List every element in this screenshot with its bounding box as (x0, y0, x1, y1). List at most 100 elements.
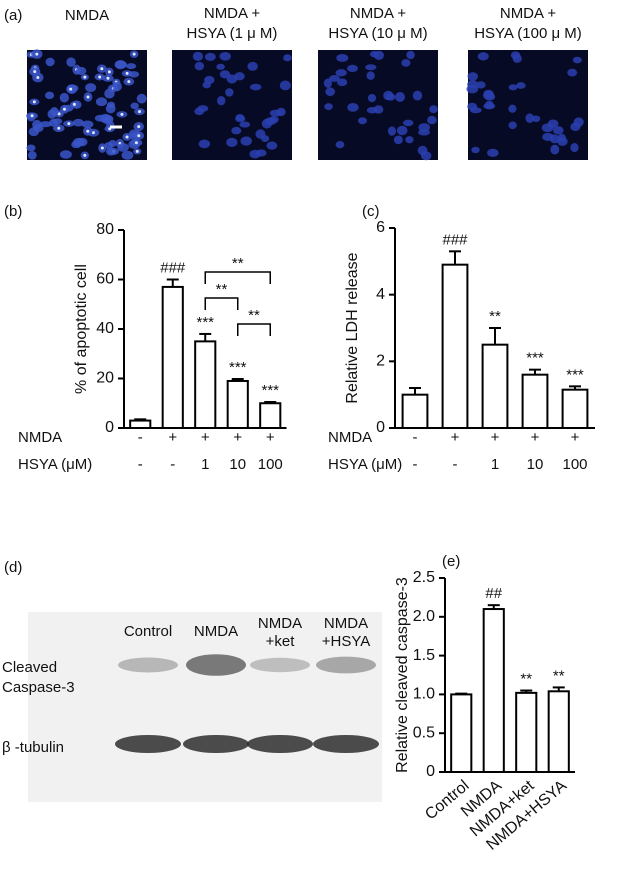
condition-value: + (491, 429, 500, 446)
condition-value: 1 (201, 456, 209, 473)
lane-label: +ket (266, 633, 296, 650)
nucleus (346, 64, 359, 73)
nucleus (412, 90, 423, 101)
condition-value: + (233, 429, 242, 446)
nucleus (395, 91, 405, 102)
error-bar (529, 368, 541, 375)
condensed-nucleus (72, 102, 76, 106)
nucleus (126, 63, 137, 70)
y-tick-label: 40 (96, 320, 114, 337)
nucleus (429, 105, 438, 114)
condensed-nucleus (106, 76, 110, 80)
nucleus (121, 150, 134, 160)
nucleus (337, 78, 348, 87)
condensed-nucleus (69, 87, 73, 91)
nucleus (325, 87, 336, 96)
condensed-nucleus (57, 112, 61, 116)
panel-label: (c) (362, 203, 380, 220)
nucleus (261, 118, 273, 129)
nucleus (477, 52, 489, 61)
condensed-nucleus (132, 52, 136, 56)
condensed-nucleus (30, 114, 34, 118)
significance-label: *** (526, 350, 544, 367)
y-tick-label: 0.5 (413, 724, 435, 741)
nucleus (406, 50, 415, 60)
bracket-label: ** (248, 307, 260, 324)
nucleus (567, 68, 578, 77)
bar (481, 343, 509, 429)
nucleus (357, 117, 367, 125)
condition-value: + (201, 429, 210, 446)
nucleus (130, 102, 139, 110)
nucleus (550, 144, 560, 155)
y-tick-label: 2.5 (413, 569, 435, 586)
bar (521, 373, 549, 429)
nucleus (105, 103, 116, 114)
band (316, 656, 376, 674)
y-tick-label: 6 (376, 219, 385, 236)
y-tick-label: 0 (376, 419, 385, 436)
nucleus (81, 120, 94, 129)
y-tick-label: 1.5 (413, 647, 435, 664)
y-tick-label: 0 (426, 763, 435, 780)
condensed-nucleus (137, 125, 141, 129)
nucleus (112, 81, 122, 92)
nucleus (192, 51, 204, 62)
nucleus (401, 59, 411, 67)
condensed-nucleus (135, 149, 139, 153)
nucleus (33, 124, 44, 132)
bar (226, 379, 249, 430)
band (250, 657, 310, 673)
nucleus (72, 118, 84, 127)
condition-value: - (138, 456, 143, 473)
band (118, 657, 178, 673)
image-caption: NMDA + (500, 5, 557, 22)
significance-label: ### (160, 259, 186, 276)
nucleus (485, 100, 494, 109)
condition-value: + (451, 429, 460, 446)
nucleus (383, 90, 394, 101)
bracket (204, 297, 239, 310)
blot (28, 612, 382, 802)
nucleus (240, 136, 252, 146)
nucleus (269, 109, 282, 117)
band (313, 735, 379, 753)
nucleus (234, 72, 245, 81)
condensed-nucleus (125, 71, 129, 75)
condensed-nucleus (134, 141, 138, 145)
error-bar (199, 332, 212, 342)
error-bar (231, 377, 244, 381)
nucleus (508, 84, 518, 91)
nucleus (255, 129, 266, 139)
condensed-nucleus (91, 131, 95, 135)
nucleus (239, 121, 251, 128)
bar (194, 340, 217, 429)
significance-label: *** (229, 359, 247, 376)
nucleus (369, 50, 379, 58)
nucleus (393, 135, 403, 145)
band (183, 735, 249, 753)
significance-label: ** (489, 308, 501, 325)
condensed-nucleus (137, 134, 141, 138)
lane-label: +HSYA (322, 633, 371, 650)
nucleus (85, 83, 97, 93)
error-bar (264, 401, 277, 404)
band (115, 735, 181, 753)
lane-label: NMDA (324, 615, 368, 632)
nucleus (512, 54, 522, 63)
y-axis-label: % of apoptotic cell (73, 264, 90, 394)
nucleus (219, 70, 231, 79)
condition-value: - (138, 429, 143, 446)
nucleus (279, 80, 291, 91)
nucleus (541, 123, 554, 133)
condition-value: 10 (527, 456, 544, 473)
nucleus (487, 148, 499, 157)
y-tick-label: 80 (96, 221, 114, 238)
y-axis-label: Relative LDH release (344, 252, 361, 403)
nucleus (115, 60, 127, 69)
significance-label: ** (520, 670, 532, 687)
nucleus (231, 126, 242, 135)
nucleus (549, 134, 560, 144)
nucleus (197, 105, 209, 112)
condition-value: 1 (491, 456, 499, 473)
